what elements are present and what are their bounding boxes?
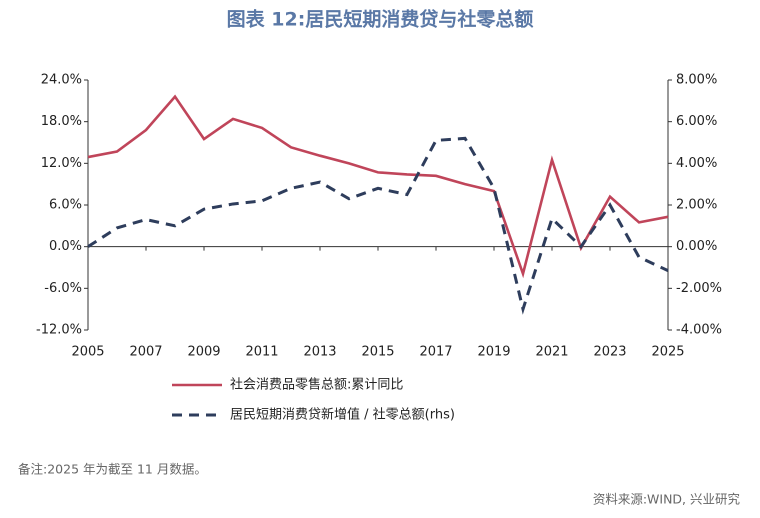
y-tick-label: -12.0%	[36, 323, 82, 338]
y-tick-label: 0.0%	[49, 239, 82, 254]
y2-tick-label: 2.00%	[676, 198, 717, 213]
y2-tick-label: -4.00%	[676, 323, 722, 338]
note: 备注:2025 年为截至 11 月数据。	[18, 462, 207, 477]
x-tick-label: 2019	[477, 345, 510, 360]
x-tick-label: 2013	[303, 345, 336, 360]
y-tick-label: -6.0%	[44, 281, 82, 296]
y2-tick-label: 8.00%	[676, 73, 717, 88]
y2-tick-label: 0.00%	[676, 239, 717, 254]
x-tick-label: 2005	[71, 345, 104, 360]
y-tick-label: 12.0%	[41, 156, 82, 171]
x-tick-label: 2009	[187, 345, 220, 360]
y2-tick-label: 6.00%	[676, 114, 717, 129]
legend-label: 居民短期消费贷新增值 / 社零总额(rhs)	[230, 407, 455, 423]
x-tick-label: 2025	[651, 345, 684, 360]
x-tick-label: 2015	[361, 345, 394, 360]
chart-title: 图表 12:居民短期消费贷与社零总额	[227, 8, 534, 31]
y-tick-label: 24.0%	[41, 73, 82, 88]
y-tick-label: 6.0%	[49, 198, 82, 213]
legend-label: 社会消费品零售总额:累计同比	[230, 377, 403, 393]
series-line	[87, 136, 669, 315]
series-line	[87, 94, 669, 279]
y-tick-label: 18.0%	[41, 114, 82, 129]
y2-tick-label: 4.00%	[676, 156, 717, 171]
x-tick-label: 2023	[593, 345, 626, 360]
x-tick-label: 2007	[129, 345, 162, 360]
x-tick-label: 2011	[245, 345, 278, 360]
y2-tick-label: -2.00%	[676, 281, 722, 296]
x-tick-label: 2021	[535, 345, 568, 360]
x-tick-label: 2017	[419, 345, 452, 360]
source: 资料来源:WIND, 兴业研究	[593, 492, 741, 507]
